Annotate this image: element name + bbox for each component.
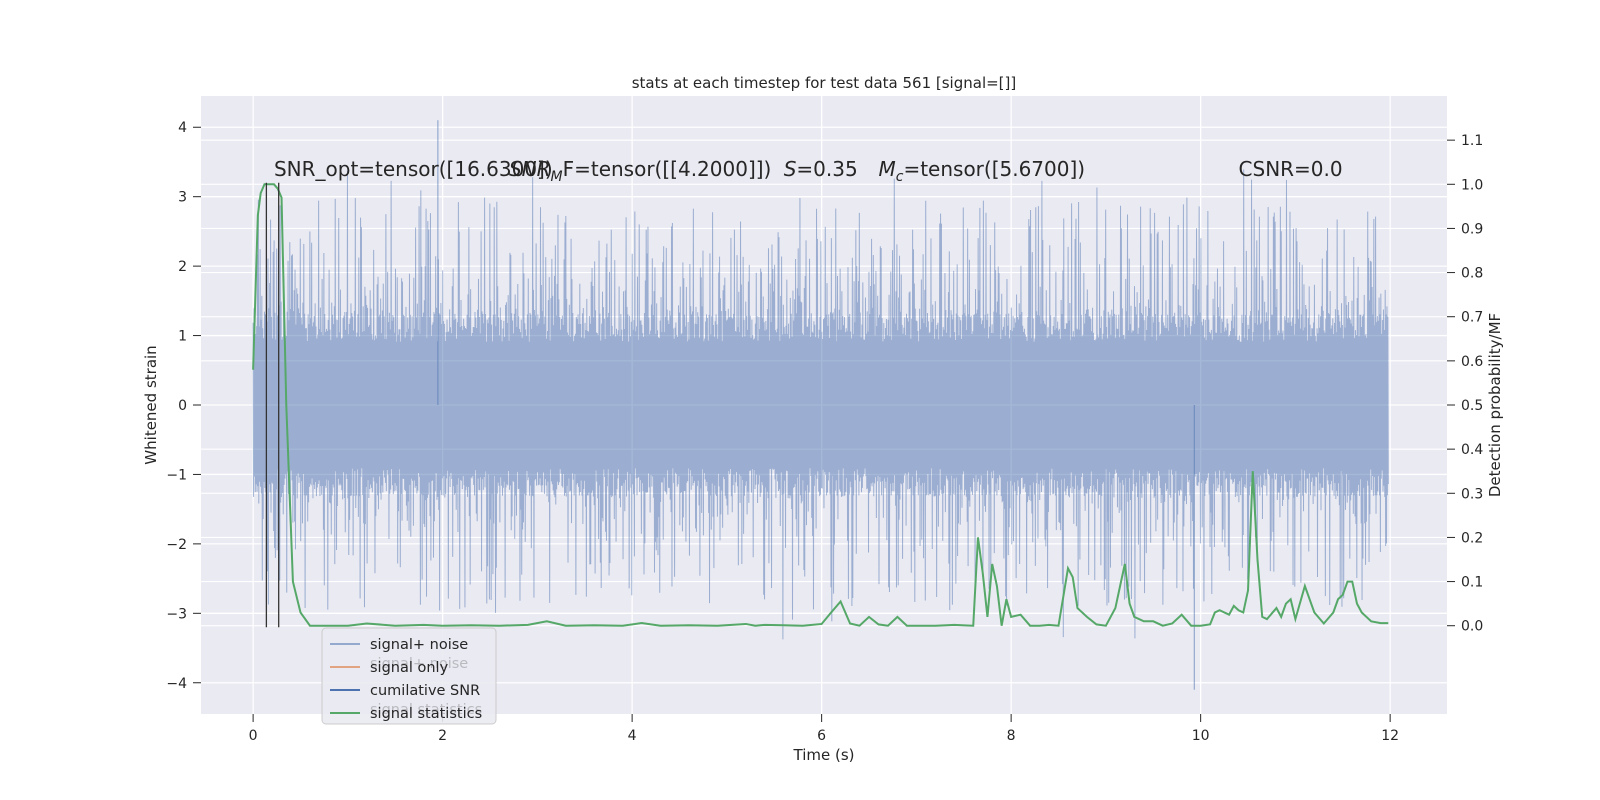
y-axis-label: Whitened strain bbox=[142, 345, 160, 464]
y-tick-label-right: 1.1 bbox=[1461, 133, 1483, 149]
y-tick-label-right: 1.0 bbox=[1461, 177, 1483, 193]
y-tick-label: 1 bbox=[178, 329, 187, 345]
y-tick-label-right: 0.5 bbox=[1461, 398, 1483, 414]
noise-series bbox=[252, 120, 1389, 690]
y-tick-label-right: 0.2 bbox=[1461, 530, 1483, 546]
y-tick-label: 2 bbox=[178, 259, 187, 275]
y-tick-label: −4 bbox=[166, 676, 187, 692]
y-tick-label-right: 0.6 bbox=[1461, 354, 1483, 370]
annotation: SNR_opt=tensor([16.6300]) bbox=[274, 157, 553, 181]
legend-box bbox=[321, 627, 497, 725]
y-tick-label-right: 0.8 bbox=[1461, 266, 1483, 282]
y-tick-label: −2 bbox=[166, 537, 187, 553]
right-axis: 0.0 0.1 0.2 0.3 0.4 0.5 0.6 0.7 0.8 0.9 1.0 1.1 bbox=[1447, 133, 1483, 635]
y-axis-label-right: Detection probability/MF bbox=[1486, 313, 1504, 497]
x-tick-label: 0 bbox=[249, 728, 258, 744]
y-tick-label-right: 0.0 bbox=[1461, 619, 1483, 635]
x-tick-label: 12 bbox=[1381, 728, 1399, 744]
series-signal-statistics bbox=[252, 183, 1389, 627]
y-tick-label-right: 0.9 bbox=[1461, 221, 1483, 237]
y-tick-label: 0 bbox=[178, 398, 187, 414]
y-tick-label-right: 0.3 bbox=[1461, 486, 1483, 502]
x-tick-label: 6 bbox=[817, 728, 826, 744]
annotation: Mc=tensor([5.6700]) bbox=[878, 157, 1085, 185]
annotations: SNR_opt=tensor([16.6300])SNRMF=tensor([[… bbox=[274, 157, 1343, 185]
annotation: S=0.35 bbox=[784, 157, 858, 181]
legend-ghost-text: signal statistics bbox=[370, 702, 482, 718]
x-tick-label: 2 bbox=[438, 728, 447, 744]
x-axis-label: Time (s) bbox=[793, 746, 855, 764]
marker-lines bbox=[265, 182, 280, 628]
left-axis: −4 −3 −2 −1 0 1 2 3 4 bbox=[166, 120, 201, 692]
x-tick-label: 10 bbox=[1192, 728, 1210, 744]
legend: signal+ noise signal statistics signal+ no… bbox=[321, 627, 497, 725]
y-tick-label-right: 0.7 bbox=[1461, 310, 1483, 326]
series-signal-noise bbox=[252, 169, 1389, 640]
x-tick-label: 4 bbox=[628, 728, 637, 744]
annotation: SNRMF=tensor([[4.2000]]) bbox=[509, 157, 771, 185]
legend-ghost-text: signal+ noise bbox=[370, 656, 468, 672]
x-tick-label: 8 bbox=[1007, 728, 1016, 744]
annotation: CSNR=0.0 bbox=[1239, 157, 1343, 181]
legend-label: signal+ noise bbox=[370, 637, 468, 653]
y-tick-label: −1 bbox=[166, 467, 187, 483]
legend-label: cumilative SNR bbox=[370, 683, 480, 699]
legend-label: signal statistics bbox=[370, 706, 482, 722]
y-tick-label-right: 0.4 bbox=[1461, 442, 1483, 458]
chart-title: stats at each timestep for test data 561… bbox=[632, 74, 1017, 92]
statistics-series bbox=[252, 183, 1389, 627]
y-tick-label-right: 0.1 bbox=[1461, 575, 1483, 591]
y-tick-label: 4 bbox=[178, 120, 187, 136]
y-tick-label: 3 bbox=[178, 190, 187, 206]
legend-label: signal only bbox=[370, 660, 449, 676]
y-tick-label: −3 bbox=[166, 606, 187, 622]
